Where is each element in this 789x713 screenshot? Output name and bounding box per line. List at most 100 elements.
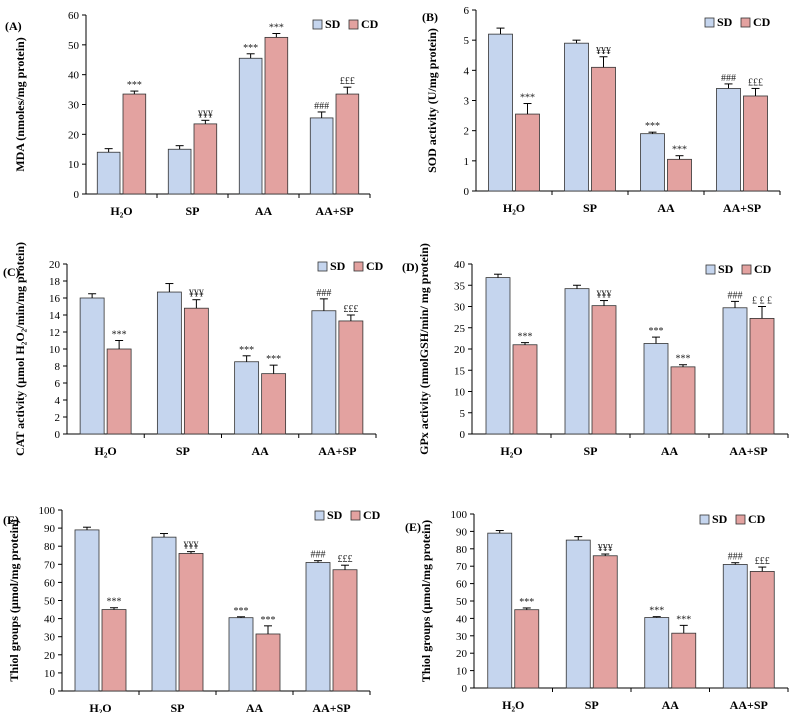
- y-axis-title: GPx activity (nmolGSH/min/ mg protein): [417, 243, 431, 455]
- y-tick-label: 14: [49, 310, 61, 322]
- chart-panel-1: (A) 0 10 20 30 40 50 60 MDA (nmoles/mg protein) *…: [5, 10, 379, 218]
- y-tick-label: 3: [464, 96, 470, 108]
- legend-label-cd: CD: [748, 512, 766, 526]
- category-label: H₂O: [110, 204, 132, 218]
- panel-label: (A): [5, 19, 22, 33]
- y-tick-label: 70: [44, 559, 56, 571]
- bar-cd-h2o: [512, 344, 538, 435]
- y-tick-label: 40: [44, 614, 56, 626]
- y-tick-label: 0: [462, 683, 468, 695]
- significance-label: ***: [243, 43, 258, 54]
- bar-sd-h2o: [487, 532, 513, 689]
- bar-cd-aa: [264, 36, 289, 195]
- category-label: H₂O: [500, 444, 522, 458]
- significance-label: ¥¥¥: [598, 543, 613, 554]
- significance-label: ***: [520, 93, 535, 104]
- y-tick-label: 40: [68, 70, 80, 82]
- y-tick-label: 30: [68, 100, 80, 112]
- bar-sd-aa-sp: [722, 307, 748, 435]
- y-tick-label: 5: [464, 35, 470, 47]
- category-label: AA: [255, 204, 273, 218]
- legend-swatch-cd: [740, 17, 751, 28]
- panel-label: (D): [402, 260, 419, 274]
- bar-cd-aa-sp: [743, 95, 768, 192]
- category-label: SP: [185, 204, 199, 218]
- chart-panel-3: (C) 0 2 4 6 8 10 12 14 16 18 20 CAT activity (µmol H…: [3, 242, 384, 458]
- legend-swatch-cd: [735, 514, 746, 525]
- significance-label: ###: [311, 550, 326, 561]
- significance-label: ***: [112, 330, 127, 341]
- bar-cd-aa: [255, 633, 281, 692]
- y-tick-label: 60: [44, 577, 56, 589]
- significance-label: ***: [672, 145, 687, 156]
- y-tick-label: 15: [454, 365, 466, 377]
- significance-label: £ £ £: [752, 296, 772, 307]
- significance-label: ###: [721, 73, 736, 84]
- bar-sd-sp: [564, 42, 589, 192]
- bar-sd-aa-sp: [309, 117, 334, 195]
- y-tick-label: 50: [456, 596, 468, 608]
- significance-label: ¥¥¥: [189, 289, 204, 300]
- y-tick-label: 2: [464, 126, 470, 138]
- legend-label-sd: SD: [330, 259, 346, 273]
- y-tick-label: 0: [50, 686, 56, 698]
- legend: SD CD: [704, 15, 771, 29]
- y-tick-label: 50: [68, 40, 80, 52]
- y-tick-label: 60: [68, 10, 80, 22]
- y-tick-label: 40: [454, 259, 466, 271]
- significance-label: ***: [676, 614, 691, 625]
- legend-label-sd: SD: [718, 262, 734, 276]
- significance-label: ###: [316, 288, 331, 299]
- bar-sd-aa: [228, 617, 254, 692]
- bar-cd-h2o: [101, 609, 127, 692]
- significance-label: ***: [107, 597, 122, 608]
- category-label: SP: [583, 444, 597, 458]
- bar-cd-h2o: [122, 93, 147, 195]
- legend-label-cd: CD: [361, 17, 379, 31]
- category-label: H₂O: [94, 444, 116, 458]
- bar-cd-aa: [261, 373, 287, 435]
- y-tick-label: 6: [55, 378, 61, 390]
- significance-label: ***: [519, 597, 534, 608]
- bar-sd-aa-sp: [311, 310, 337, 435]
- y-tick-label: 1: [464, 156, 470, 168]
- significance-label: ***: [269, 22, 284, 33]
- bar-cd-sp: [183, 307, 209, 435]
- y-tick-label: 20: [68, 129, 80, 141]
- significance-label: ***: [261, 615, 276, 626]
- bar-cd-aa-sp: [335, 93, 360, 195]
- significance-label: ***: [649, 606, 664, 617]
- category-label: AA: [246, 701, 264, 713]
- y-tick-label: 30: [44, 632, 56, 644]
- legend: SD CD: [312, 17, 379, 31]
- y-tick-label: 90: [456, 526, 468, 538]
- chart-panel-5: (E) 0 10 20 30 40 50 60 70 80 90 100 Thiol groups (µ…: [3, 505, 381, 713]
- significance-label: ¥¥¥: [198, 109, 213, 120]
- bar-cd-aa-sp: [749, 571, 775, 689]
- y-tick-label: 0: [460, 429, 466, 441]
- y-tick-label: 2: [55, 412, 61, 424]
- y-tick-label: 20: [454, 344, 466, 356]
- legend-label-cd: CD: [363, 508, 381, 522]
- y-tick-label: 40: [456, 613, 468, 625]
- bar-cd-h2o: [106, 348, 132, 435]
- significance-label: £££: [748, 77, 763, 88]
- y-tick-label: 20: [49, 259, 61, 271]
- legend: SD CD: [314, 508, 381, 522]
- legend-swatch-sd: [705, 264, 716, 275]
- y-axis-title: MDA (nmoles/mg protein): [13, 37, 27, 171]
- y-tick-label: 100: [451, 509, 468, 521]
- category-label: AA: [662, 698, 680, 712]
- bar-cd-sp: [193, 123, 218, 195]
- y-tick-label: 30: [456, 631, 468, 643]
- bar-cd-sp: [178, 553, 204, 692]
- significance-label: ###: [728, 552, 743, 563]
- significance-label: ###: [314, 101, 329, 112]
- bar-cd-aa: [670, 366, 696, 435]
- bar-cd-aa-sp: [749, 317, 775, 435]
- bar-sd-sp: [151, 536, 177, 692]
- significance-label: ***: [645, 121, 660, 132]
- chart-panel-2: (B) 0 1 2 3 4 5 6 SOD activity (U/mg protein) ***…: [422, 5, 781, 215]
- category-label: AA+SP: [729, 444, 767, 458]
